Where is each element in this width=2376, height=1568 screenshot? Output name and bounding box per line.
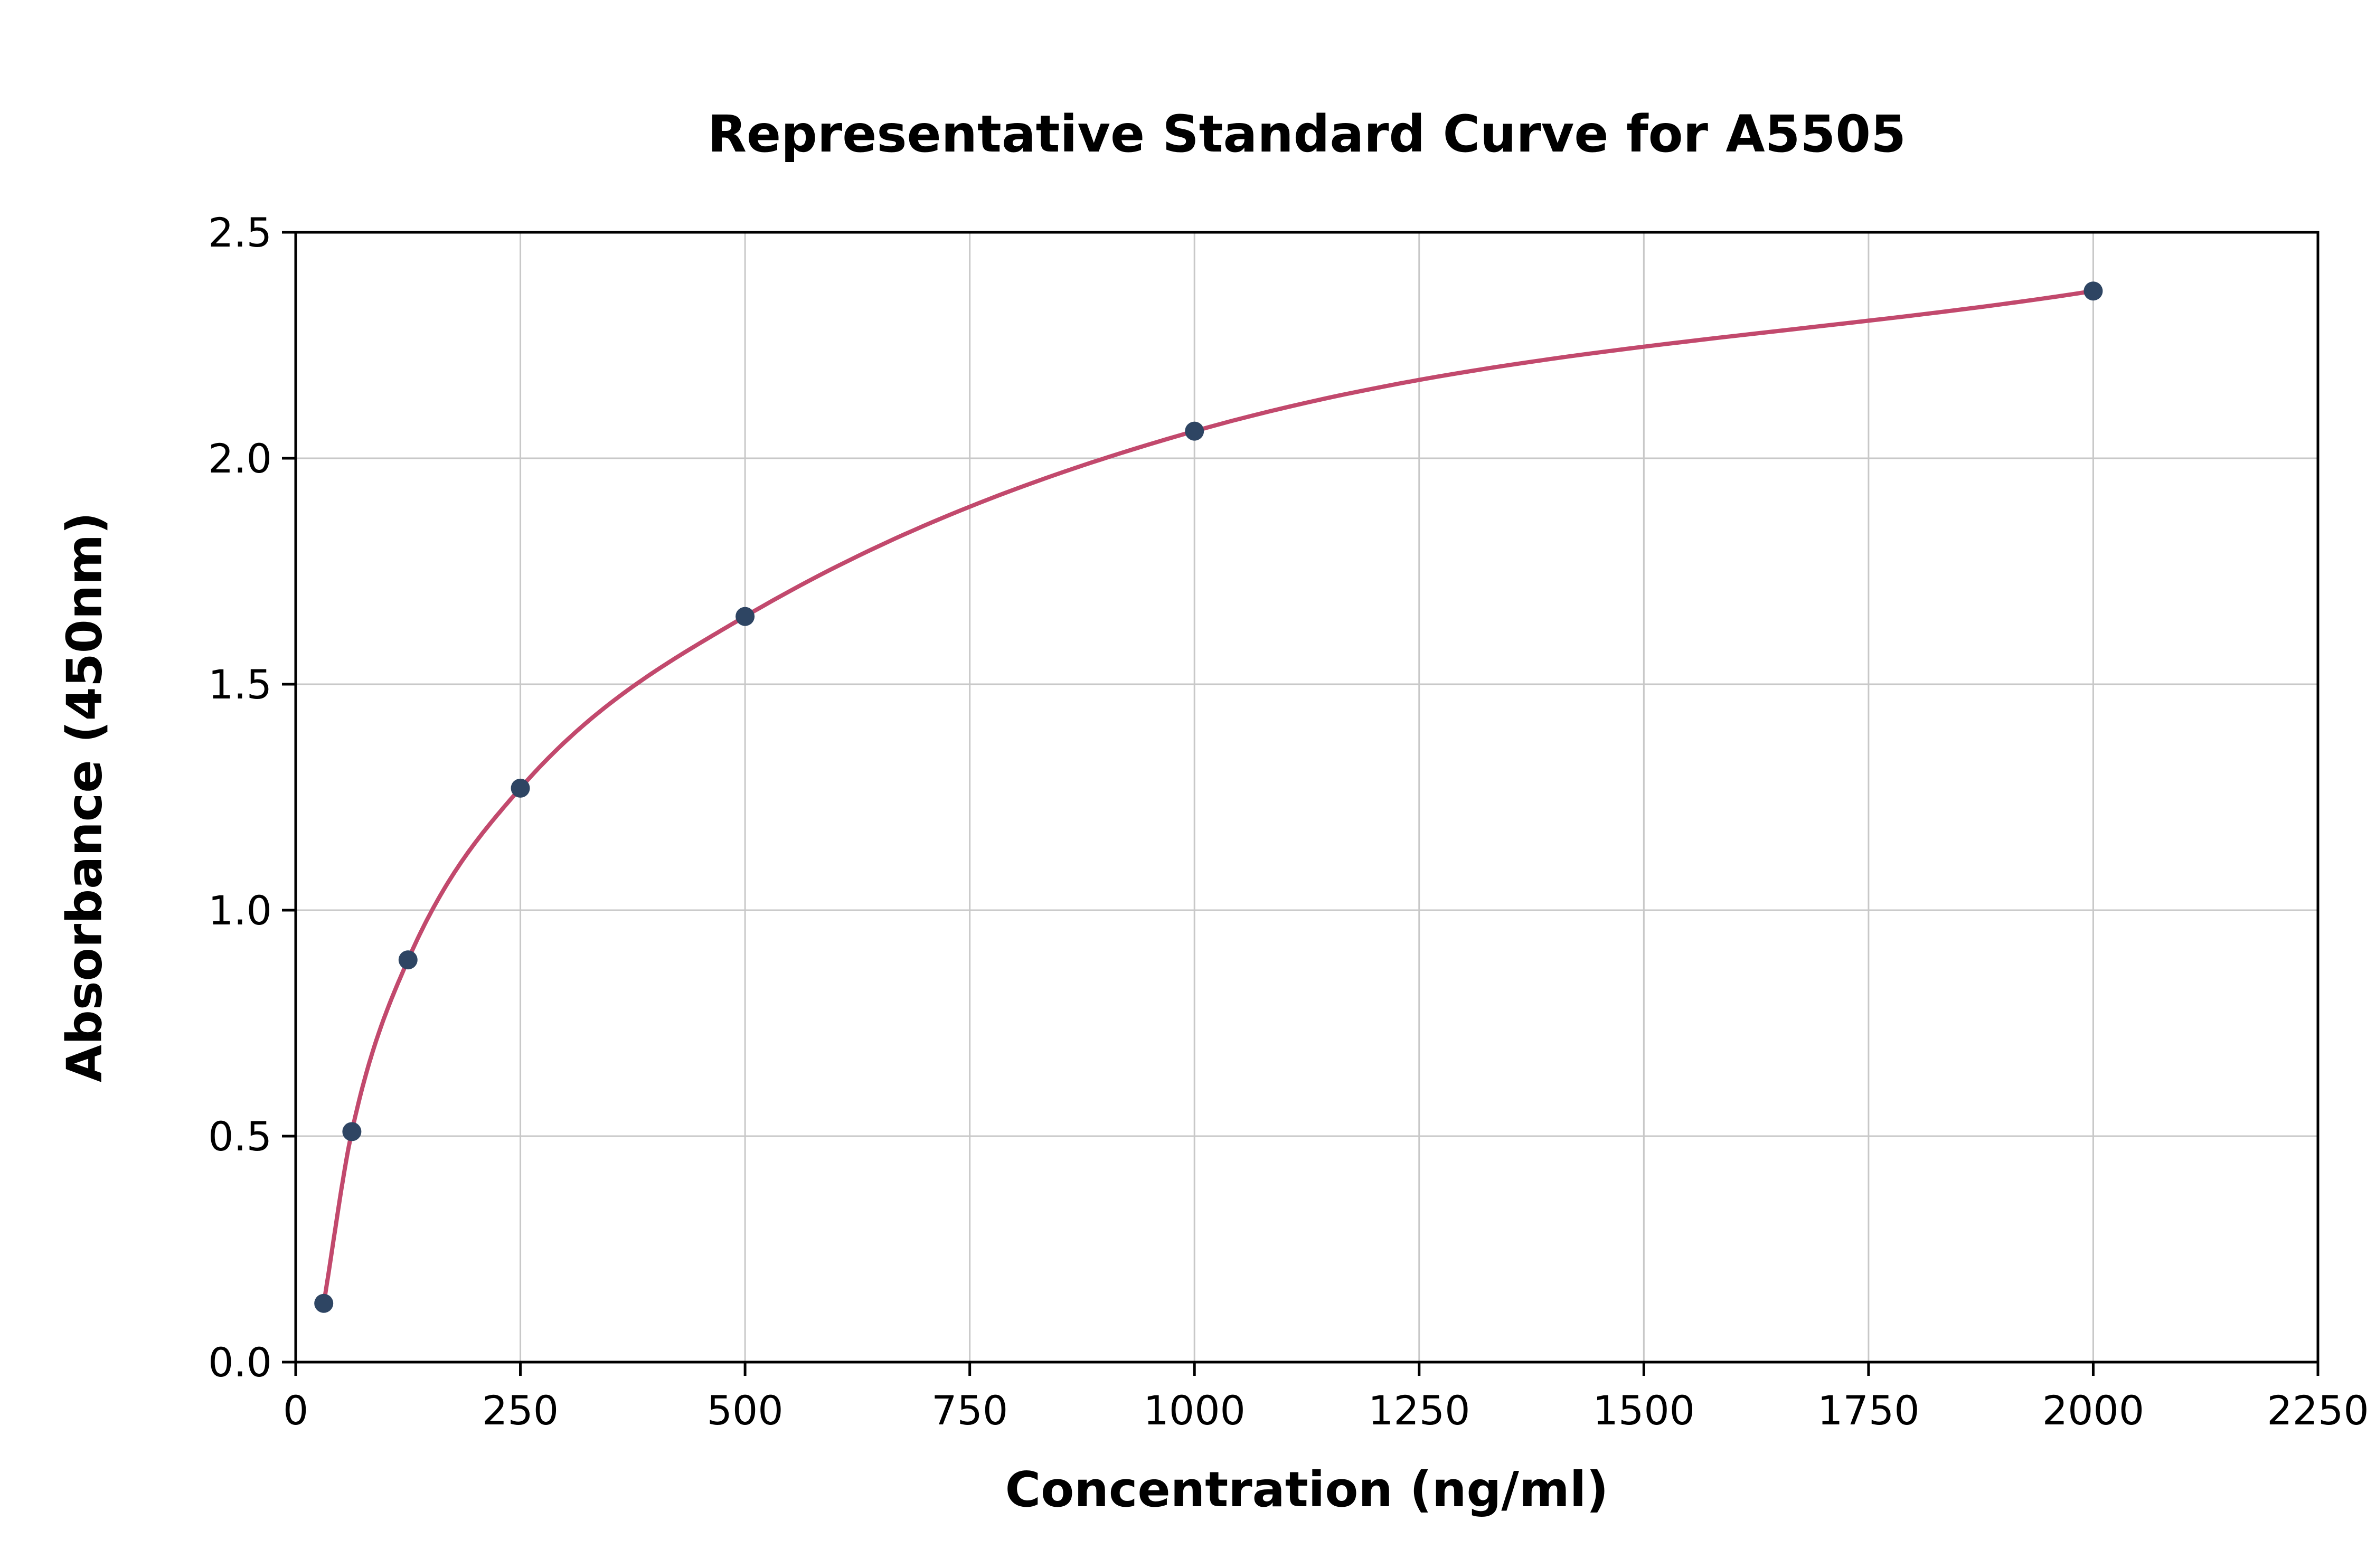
- x-tick-label: 2000: [2042, 1387, 2144, 1434]
- x-tick-label: 0: [283, 1387, 308, 1434]
- x-tick-label: 1250: [1368, 1387, 1470, 1434]
- data-point: [736, 607, 755, 626]
- fitted-curve: [322, 289, 2096, 1306]
- y-tick-label: 1.0: [208, 887, 272, 934]
- plot-border: [294, 231, 2320, 1364]
- chart-title: Representative Standard Curve for A5505: [708, 105, 1906, 164]
- data-point: [2083, 281, 2103, 301]
- data-point: [398, 950, 418, 970]
- y-tick-label: 1.5: [208, 661, 272, 708]
- x-tick-label: 2250: [2267, 1387, 2369, 1434]
- x-tick-label: 500: [707, 1387, 784, 1434]
- x-tick-label: 1500: [1593, 1387, 1695, 1434]
- data-point: [1185, 421, 1204, 441]
- y-tick-label: 0.0: [208, 1339, 272, 1386]
- x-axis-label: Concentration (ng/ml): [1005, 1461, 1609, 1518]
- x-tick-label: 1000: [1144, 1387, 1246, 1434]
- y-tick-label: 2.5: [208, 209, 272, 256]
- y-tick-label: 0.5: [208, 1113, 272, 1160]
- x-tick-label: 250: [482, 1387, 559, 1434]
- data-point: [342, 1122, 362, 1141]
- x-tick-label: 1750: [1817, 1387, 1919, 1434]
- y-tick-label: 2.0: [208, 435, 272, 482]
- data-point: [511, 778, 530, 798]
- x-tick-label: 750: [931, 1387, 1008, 1434]
- data-point: [314, 1293, 334, 1313]
